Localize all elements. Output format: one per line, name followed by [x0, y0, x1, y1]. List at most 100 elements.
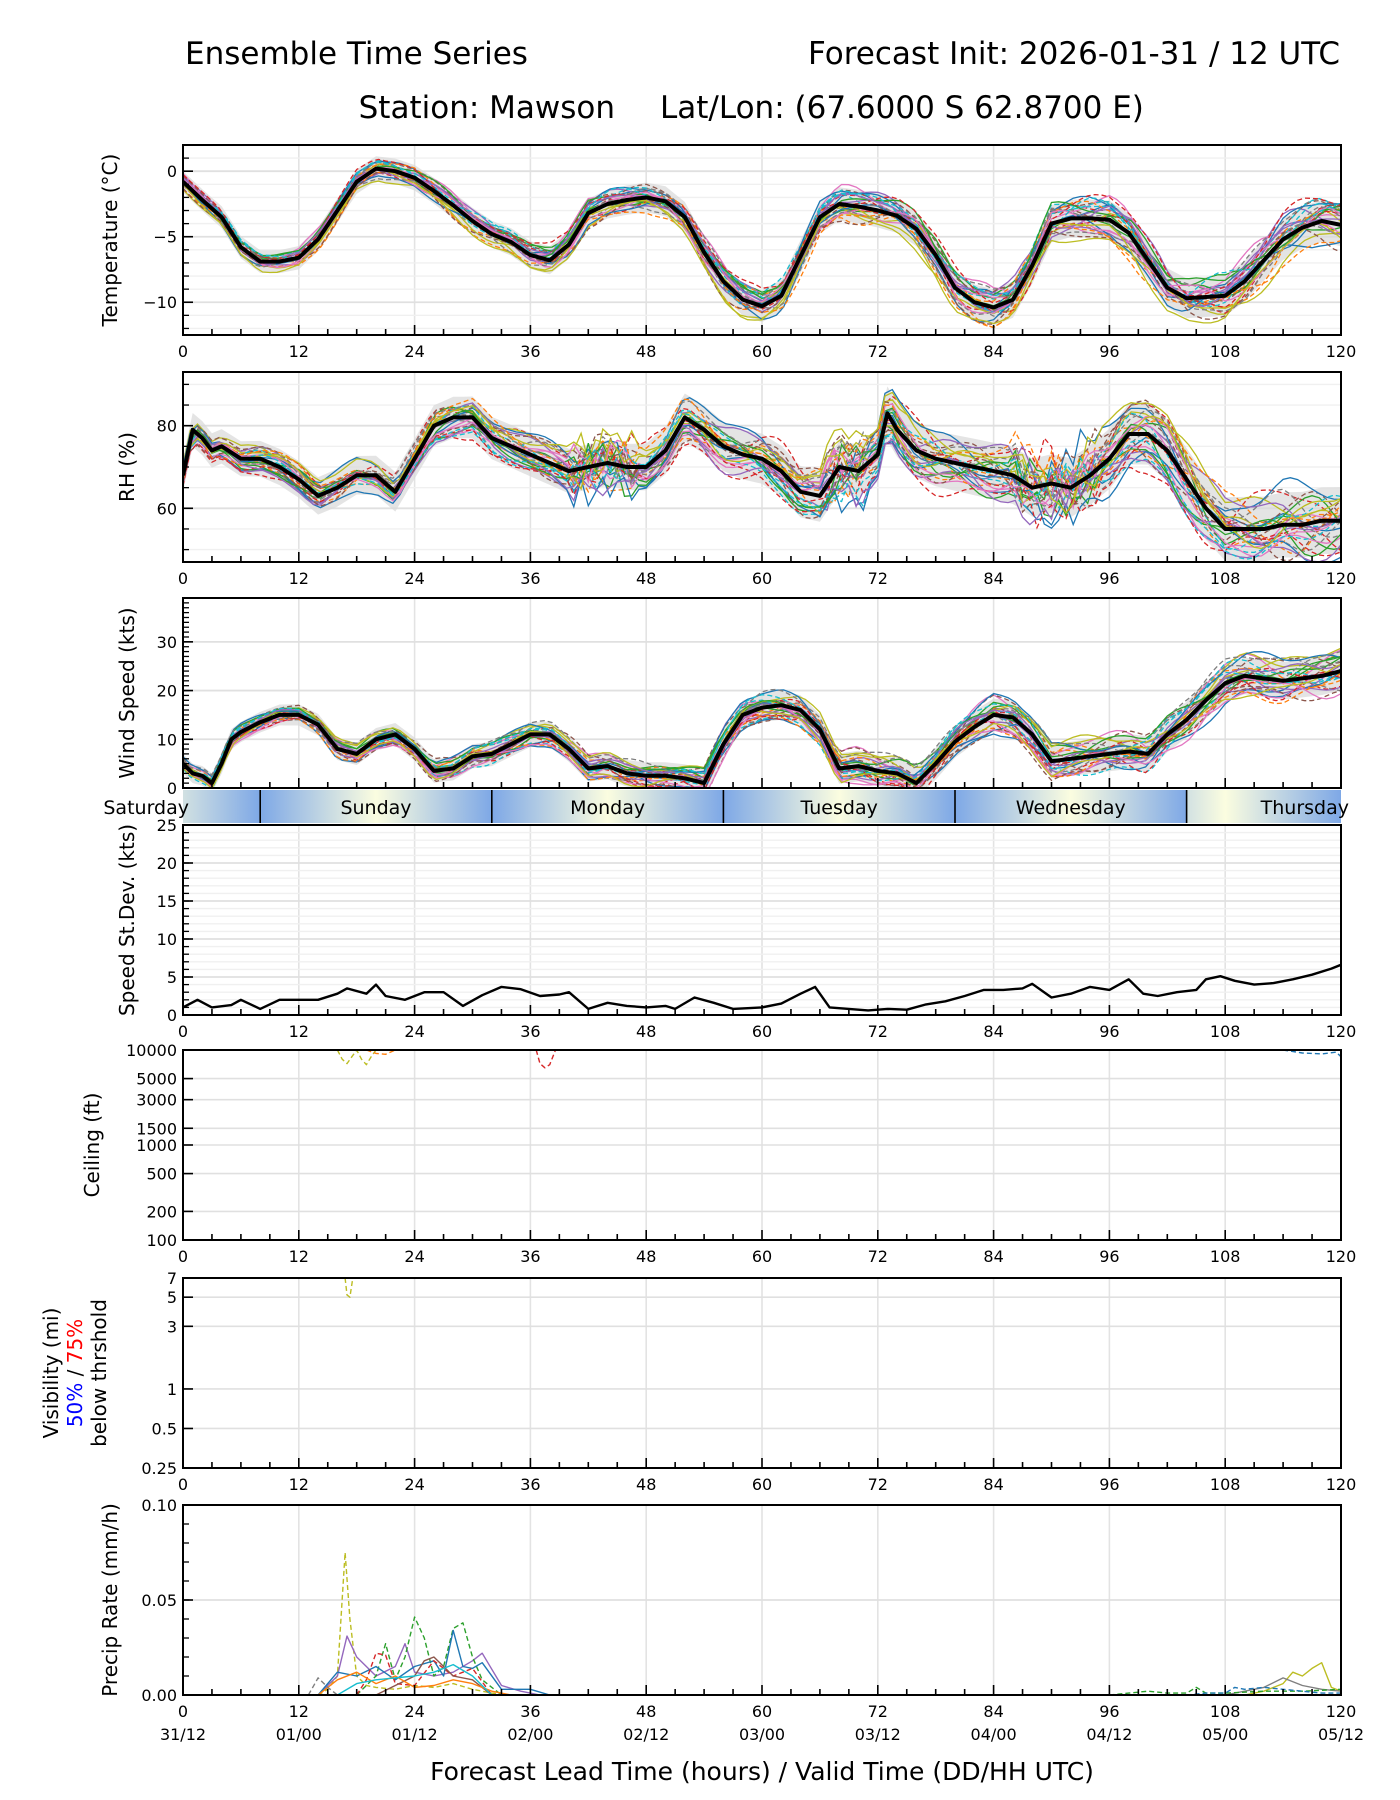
member-line	[307, 1677, 338, 1695]
spread-band	[183, 386, 1341, 562]
y-tick-label: 3000	[136, 1091, 177, 1110]
member-line	[356, 1652, 493, 1695]
panel-ceiling: 0 12 24 36 48 60 72 84 96 108 120 100 200 500 10001500…	[80, 1041, 1356, 1266]
latlon-label: Lat/Lon: (67.6000 S 62.8700 E)	[660, 90, 1144, 126]
x-tick-label: 0	[178, 1475, 188, 1494]
x-tick-label: 48	[636, 342, 656, 361]
plot-area-visibility	[344, 1278, 354, 1298]
y-tick-label: 30	[157, 633, 177, 652]
y-tick-label: 20	[157, 854, 177, 873]
x-tick-label: 108	[1210, 1702, 1241, 1721]
panel-precip-rate: 0 12 24 36 48 60 72 84 96 108 120 31/12 01/00 01/12 02…	[98, 1496, 1364, 1744]
member-line	[1282, 1050, 1341, 1058]
x-tick-label: 0	[178, 1247, 188, 1266]
y-tick-label: 0.10	[141, 1496, 177, 1515]
day-label: Tuesday	[800, 797, 878, 819]
x-tick-label: 120	[1326, 1247, 1357, 1266]
x-tick-label: 12	[289, 1247, 309, 1266]
y-tick-label: 7	[167, 1269, 177, 1288]
x-tick-label: 120	[1326, 1022, 1357, 1041]
y-tick-label: 1	[167, 1380, 177, 1399]
member-line	[336, 1050, 377, 1066]
panel-rh: 0 12 24 36 48 60 72 84 96 108 120 60 80 RH (%)	[115, 371, 1356, 588]
x-tick-label: 120	[1326, 342, 1357, 361]
x-tick-label: 12	[289, 1702, 309, 1721]
plot-area-rh	[183, 386, 1341, 562]
y-axis-label: Ceiling (ft)	[80, 1093, 104, 1198]
x-tick-label: 60	[752, 342, 772, 361]
y-tick-label: 5000	[136, 1070, 177, 1089]
ensemble-member-line	[183, 415, 1341, 562]
x-tick-label: 12	[289, 1475, 309, 1494]
ensemble-mean-line	[183, 411, 1341, 531]
x-tick-label: 108	[1210, 342, 1241, 361]
percentile-separator: /	[63, 1363, 87, 1382]
x-tick-label: 84	[983, 1247, 1003, 1266]
y-tick-label: 60	[157, 499, 177, 518]
y-tick-label: −10	[143, 293, 177, 312]
y-tick-label: 0.5	[152, 1419, 177, 1438]
panel-speed-stdev: 0 12 24 36 48 60 72 84 96 108 120 0 5 10 15 20 25 Speed S…	[115, 816, 1356, 1041]
x-tick-label: 96	[1099, 1247, 1119, 1266]
member-line	[317, 1635, 541, 1695]
percentile-75-label: 75%	[63, 1319, 87, 1363]
ensemble-member-line	[183, 409, 1341, 550]
x-tick-label: 0	[178, 342, 188, 361]
x-tick-label: 12	[289, 342, 309, 361]
x-tick-label: 0	[178, 1022, 188, 1041]
member-line	[1244, 1662, 1341, 1695]
y-tick-label: 100	[146, 1231, 177, 1250]
x-tick-label: 60	[752, 569, 772, 588]
x-axis-label: Forecast Lead Time (hours) / Valid Time …	[430, 1757, 1094, 1786]
day-cell	[260, 790, 492, 823]
x-tick-label: 120	[1326, 1702, 1357, 1721]
x-valid-time-label: 04/00	[971, 1725, 1017, 1744]
day-cell	[491, 790, 724, 823]
x-valid-time-label: 03/12	[855, 1725, 901, 1744]
ensemble-member-line	[183, 679, 1341, 785]
station-label: Station: Mawson	[359, 90, 615, 126]
x-tick-label: 108	[1210, 1247, 1241, 1266]
x-tick-label: 72	[868, 1022, 888, 1041]
ensemble-mean-line	[183, 669, 1341, 786]
y-tick-label: 10000	[126, 1041, 177, 1060]
x-tick-label: 84	[983, 569, 1003, 588]
y-tick-label: 1500	[136, 1119, 177, 1138]
x-valid-time-label: 02/00	[507, 1725, 553, 1744]
x-tick-label: 12	[289, 569, 309, 588]
panel-visibility: 0 12 24 36 48 60 72 84 96 108 120 0.25 0.5 1 3 57 Visibi…	[39, 1269, 1356, 1494]
day-band: Saturday Sunday Monday Tuesday Wednesday Thur…	[103, 790, 1349, 823]
x-tick-label: 96	[1099, 569, 1119, 588]
panels: 0 12 24 36 48 60 72 84 96 108 1200−5−10Temperature…	[39, 144, 1364, 1744]
y-tick-label: 0	[167, 1006, 177, 1025]
y-tick-label: 10	[157, 730, 177, 749]
x-tick-label: 108	[1210, 1022, 1241, 1041]
day-label: Thursday	[1260, 797, 1349, 819]
x-tick-label: 36	[520, 1247, 540, 1266]
panel-wind-speed: 0 10 20 30 Wind Speed (kts)	[115, 597, 1342, 798]
ensemble-member-line	[183, 161, 1341, 317]
member-line	[535, 1050, 557, 1069]
ensemble-member-line	[183, 395, 1341, 528]
ensemble-mean-line	[183, 166, 1341, 310]
y-axis-label: Wind Speed (kts)	[115, 607, 139, 778]
y-tick-label: 1000	[136, 1136, 177, 1155]
member-line	[1225, 1677, 1341, 1695]
ensemble-member-line	[183, 180, 1341, 319]
x-tick-label: 24	[404, 569, 424, 588]
y-axis-label-percentiles: 50% / 75%	[63, 1319, 87, 1427]
y-tick-label: 15	[157, 892, 177, 911]
y-tick-label: 25	[157, 816, 177, 835]
ensemble-member-line	[183, 670, 1341, 788]
x-tick-label: 24	[404, 1022, 424, 1041]
x-valid-time-label: 05/12	[1318, 1725, 1364, 1744]
y-tick-label: 5	[167, 1288, 177, 1307]
x-valid-time-label: 02/12	[623, 1725, 669, 1744]
y-tick-label: 10	[157, 930, 177, 949]
member-line	[366, 1050, 396, 1055]
y-axis-label-threshold: below thrshold	[87, 1299, 111, 1447]
ensemble-member-line	[183, 658, 1341, 780]
x-tick-label: 84	[983, 1022, 1003, 1041]
x-valid-time-label: 01/00	[276, 1725, 322, 1744]
